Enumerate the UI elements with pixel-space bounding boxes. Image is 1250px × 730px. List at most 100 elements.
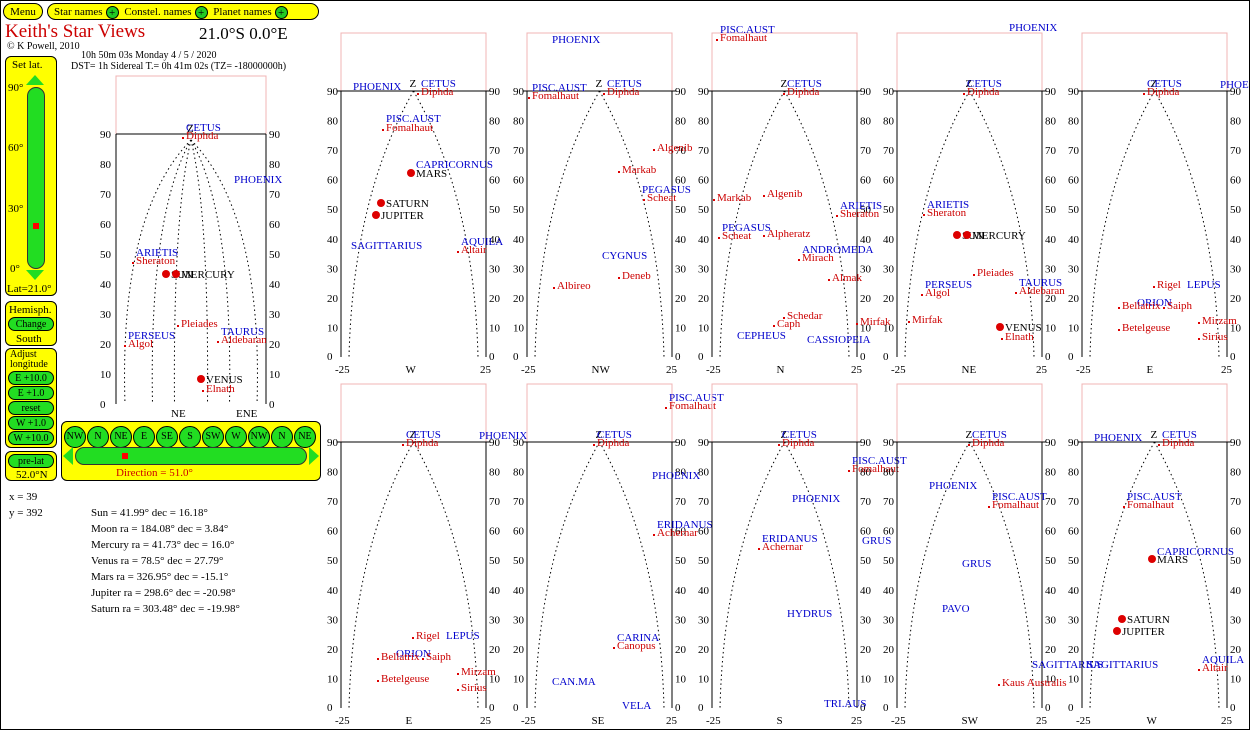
altitude-tick: 60 xyxy=(860,175,872,187)
constel-names-label: Constel. names xyxy=(124,6,192,18)
compass-btn-ne-2[interactable]: NE xyxy=(294,426,316,448)
sky-label: PHOENIX xyxy=(479,430,527,442)
star-marker xyxy=(553,287,555,289)
zenith-label: Z xyxy=(1151,429,1158,441)
altitude-tick: 20 xyxy=(675,293,687,305)
sky-label: Achernar xyxy=(762,541,803,553)
star-marker xyxy=(836,215,838,217)
lat-tick: 0° xyxy=(10,263,20,275)
prelat-button[interactable]: pre-lat xyxy=(8,454,54,468)
altitude-tick: 90 xyxy=(489,437,501,449)
menu-label: Menu xyxy=(10,6,36,18)
altitude-tick: 20 xyxy=(1230,293,1242,305)
altitude-tick: 70 xyxy=(1045,145,1057,157)
direction-slider-track[interactable] xyxy=(75,447,307,465)
west-1-button[interactable]: W +1.0 xyxy=(8,416,54,430)
sky-label: SAGITTARIUS xyxy=(1032,659,1103,671)
star-names-plus-icon[interactable]: + xyxy=(105,5,119,19)
small-zenith-curve xyxy=(173,139,192,405)
altitude-tick: 90 xyxy=(1068,86,1080,98)
altitude-tick: 20 xyxy=(1230,644,1242,656)
change-hemisphere-button[interactable]: Change xyxy=(8,317,54,331)
lat-down-arrow-icon[interactable] xyxy=(26,270,44,280)
altitude-tick: 70 xyxy=(1045,496,1057,508)
altitude-tick: 70 xyxy=(1068,145,1080,157)
altitude-tick: 10 xyxy=(860,673,872,685)
altitude-tick: 40 xyxy=(1230,234,1242,246)
sky-label: MARS xyxy=(1157,554,1188,566)
sky-label: Sheraton xyxy=(927,207,967,219)
menu-button[interactable]: Menu xyxy=(3,3,43,20)
compass-label: N xyxy=(94,431,102,442)
altitude-tick: 0 xyxy=(100,399,106,411)
sky-label: SAGITTARIUS xyxy=(1087,659,1158,671)
altitude-tick: 70 xyxy=(513,145,525,157)
zenith-label: Z xyxy=(1151,78,1158,90)
sky-label: PHOENIX xyxy=(792,493,840,505)
star-marker xyxy=(1158,444,1160,446)
compass-label: NE xyxy=(298,431,312,442)
altitude-tick: 90 xyxy=(269,129,281,141)
altitude-tick: 10 xyxy=(883,673,895,685)
sky-label: PHOENIX xyxy=(929,480,977,492)
altitude-tick: 10 xyxy=(1230,673,1242,685)
compass-btn-nw[interactable]: NW xyxy=(64,426,86,448)
east-10-button[interactable]: E +10.0 xyxy=(8,371,54,385)
direction-right-arrow-icon[interactable] xyxy=(309,447,319,465)
altitude-tick: 70 xyxy=(489,145,501,157)
zenith-label: Z xyxy=(966,429,973,441)
altitude-tick: 30 xyxy=(675,614,687,626)
sky-label: Algenib xyxy=(767,188,803,200)
sky-label: Algenib xyxy=(657,142,693,154)
altitude-tick: 10 xyxy=(1230,322,1242,334)
star-marker xyxy=(908,321,910,323)
sky-label: Diphda xyxy=(782,437,815,449)
planet-names-plus-icon[interactable]: + xyxy=(274,5,288,19)
sky-label: Diphda xyxy=(787,86,820,98)
star-names-label: Star names xyxy=(54,6,103,18)
altitude-tick: 70 xyxy=(1230,496,1242,508)
altitude-tick: 40 xyxy=(860,585,872,597)
lat-up-arrow-icon[interactable] xyxy=(26,75,44,85)
latitude-slider-handle[interactable] xyxy=(33,223,39,229)
altitude-tick: 80 xyxy=(100,159,112,171)
altitude-tick: 40 xyxy=(513,585,525,597)
east-1-button[interactable]: E +1.0 xyxy=(8,386,54,400)
east-1-label: E +1.0 xyxy=(17,388,45,399)
west-10-button[interactable]: W +10.0 xyxy=(8,431,54,445)
altitude-tick: 60 xyxy=(698,175,710,187)
altitude-tick: 0 xyxy=(860,702,866,714)
altitude-tick: 20 xyxy=(675,644,687,656)
star-marker xyxy=(528,97,530,99)
altitude-tick: 60 xyxy=(675,526,687,538)
reset-longitude-button[interactable]: reset xyxy=(8,401,54,415)
zenith-curve xyxy=(534,441,600,709)
compass-label: N xyxy=(278,431,286,442)
constel-names-plus-icon[interactable]: + xyxy=(194,5,208,19)
altitude-tick: 60 xyxy=(327,526,339,538)
sky-label: Diphda xyxy=(607,86,640,98)
altitude-tick: 10 xyxy=(489,322,501,334)
altitude-tick: 90 xyxy=(1230,437,1242,449)
sky-label: PISC.AUST xyxy=(1127,491,1182,503)
altitude-tick: 70 xyxy=(883,145,895,157)
star-marker xyxy=(1153,286,1155,288)
latitude-slider-track[interactable] xyxy=(27,87,45,269)
star-marker xyxy=(773,325,775,327)
planet-marker xyxy=(162,270,170,278)
moon-readout: Moon ra = 184.08° dec = 3.84° xyxy=(91,523,229,535)
sky-label: PHOENIX xyxy=(1094,432,1142,444)
sky-label: Bellatrix xyxy=(1122,300,1161,312)
zenith-curve xyxy=(1089,441,1155,709)
direction-slider-handle[interactable] xyxy=(122,453,128,459)
altitude-tick: 80 xyxy=(513,116,525,128)
altitude-tick: 80 xyxy=(1068,116,1080,128)
altitude-tick: 40 xyxy=(675,585,687,597)
sky-label: PISC.AUST xyxy=(532,82,587,94)
altitude-tick: 60 xyxy=(489,175,501,187)
direction-left-arrow-icon[interactable] xyxy=(63,447,73,465)
altitude-tick: 90 xyxy=(100,129,112,141)
star-marker xyxy=(1001,338,1003,340)
reset-label: reset xyxy=(21,403,41,414)
star-marker xyxy=(1198,669,1200,671)
